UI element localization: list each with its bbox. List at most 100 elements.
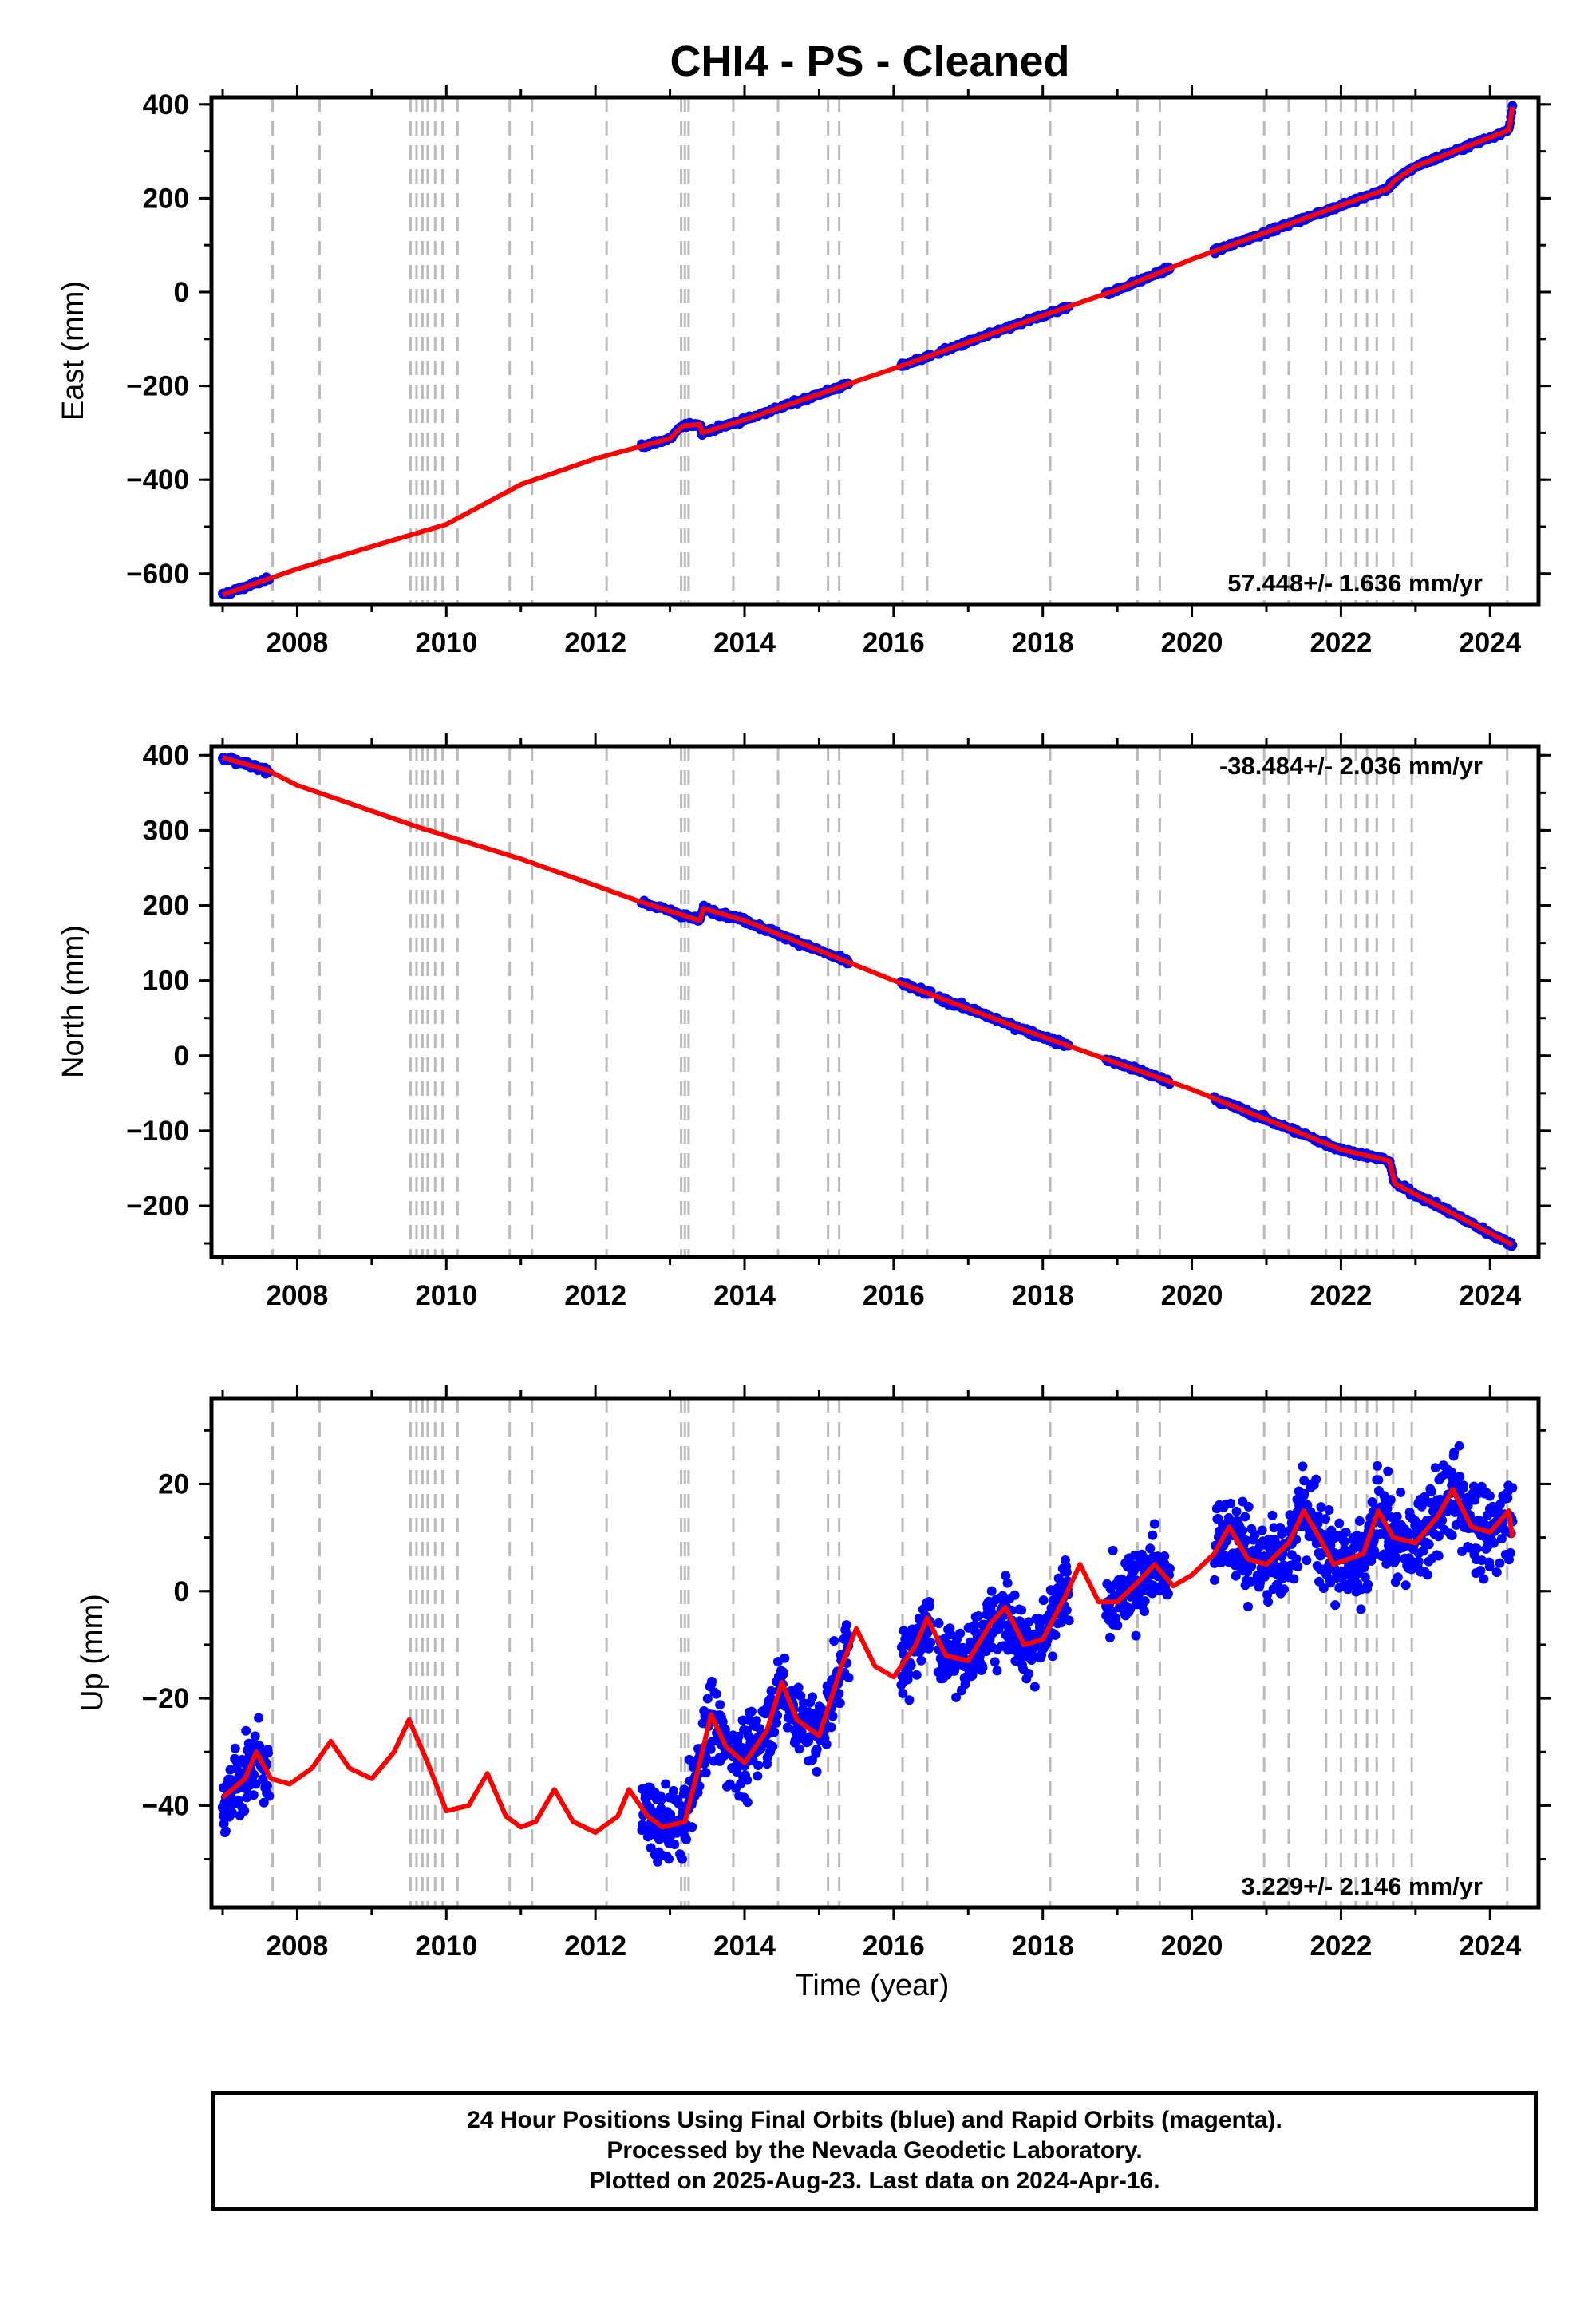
x-tick-label: 2012 bbox=[564, 627, 626, 658]
x-tick-label: 2008 bbox=[267, 1280, 329, 1311]
data-point bbox=[249, 1769, 259, 1780]
x-tick-label: 2016 bbox=[863, 1931, 925, 1962]
data-point bbox=[1108, 1545, 1118, 1555]
y-tick-label: −20 bbox=[142, 1683, 189, 1714]
data-point bbox=[753, 1760, 764, 1770]
data-point bbox=[1476, 1555, 1487, 1566]
data-point bbox=[934, 1618, 944, 1628]
data-point bbox=[1488, 1538, 1499, 1548]
x-tick-label: 2008 bbox=[267, 627, 329, 658]
data-point bbox=[1385, 1495, 1396, 1505]
y-tick-label: −40 bbox=[142, 1790, 189, 1821]
footer-line-2: Processed by the Nevada Geodetic Laborat… bbox=[606, 2137, 1143, 2164]
data-point bbox=[1048, 1651, 1058, 1662]
plot-frame bbox=[209, 744, 1541, 1259]
y-tick-label: 200 bbox=[143, 183, 189, 214]
footer-line-1: 24 Hour Positions Using Final Orbits (bl… bbox=[467, 2107, 1282, 2133]
data-point bbox=[1433, 1551, 1444, 1561]
data-point bbox=[251, 1779, 261, 1789]
data-point bbox=[670, 1840, 680, 1850]
data-point bbox=[1145, 1543, 1156, 1554]
data-point bbox=[248, 1790, 259, 1800]
data-point bbox=[843, 1673, 854, 1683]
y-tick-label: 300 bbox=[143, 815, 189, 846]
data-point bbox=[1356, 1604, 1366, 1614]
data-point bbox=[1403, 1528, 1413, 1538]
data-point bbox=[955, 1628, 966, 1638]
data-point bbox=[1024, 1669, 1034, 1679]
data-point bbox=[911, 1670, 922, 1680]
plot-frame bbox=[209, 1396, 1541, 1910]
data-point bbox=[794, 1744, 804, 1754]
data-point bbox=[1009, 1590, 1020, 1600]
data-point bbox=[1495, 1558, 1505, 1568]
data-point bbox=[1449, 1448, 1460, 1458]
data-point bbox=[828, 1711, 838, 1721]
data-point bbox=[1334, 1518, 1345, 1528]
data-point bbox=[812, 1744, 822, 1754]
data-point bbox=[1061, 1605, 1072, 1615]
data-point bbox=[1226, 1498, 1236, 1508]
data-point bbox=[220, 1826, 231, 1836]
data-point bbox=[1017, 1605, 1027, 1615]
data-point bbox=[1298, 1461, 1308, 1472]
data-point bbox=[1149, 1519, 1159, 1529]
data-point bbox=[1293, 1561, 1303, 1571]
x-tick-label: 2010 bbox=[415, 1931, 477, 1962]
data-point bbox=[1240, 1512, 1250, 1522]
data-point bbox=[1454, 1441, 1464, 1451]
data-point bbox=[834, 1689, 844, 1699]
model-line bbox=[222, 755, 1514, 1247]
data-point bbox=[1369, 1546, 1380, 1556]
x-tick-label: 2016 bbox=[863, 627, 925, 658]
data-point bbox=[1314, 1511, 1324, 1521]
data-point bbox=[733, 1731, 744, 1741]
data-point bbox=[661, 1779, 671, 1789]
data-point bbox=[1372, 1460, 1382, 1471]
data-point bbox=[1147, 1588, 1157, 1599]
y-tick-label: 200 bbox=[143, 891, 189, 922]
rate-annotation: -38.484+/- 2.036 mm/yr bbox=[1219, 752, 1483, 780]
data-point bbox=[772, 1710, 783, 1721]
data-point bbox=[829, 1636, 839, 1646]
y-tick-label: 0 bbox=[174, 1041, 189, 1072]
data-point bbox=[1413, 1556, 1424, 1567]
data-point bbox=[990, 1657, 1000, 1667]
data-point bbox=[1140, 1606, 1150, 1616]
data-point bbox=[898, 1688, 908, 1698]
data-point bbox=[669, 1785, 679, 1796]
data-point bbox=[1479, 1574, 1489, 1584]
rate-annotation: 57.448+/- 1.636 mm/yr bbox=[1227, 569, 1483, 597]
data-point bbox=[1291, 1554, 1302, 1564]
data-point bbox=[701, 1753, 712, 1764]
x-tick-label: 2014 bbox=[713, 1931, 776, 1962]
data-point bbox=[1111, 1613, 1121, 1623]
data-point bbox=[1038, 1595, 1049, 1606]
footer-note: 24 Hour Positions Using Final Orbits (bl… bbox=[211, 2091, 1538, 2211]
x-tick-label: 2010 bbox=[415, 1280, 477, 1311]
data-point bbox=[1231, 1571, 1241, 1581]
data-point bbox=[701, 1768, 711, 1778]
data-point bbox=[926, 1638, 936, 1648]
panel-up: 2008 2010 2012 2014 2016 2018 2020 2022 2024 −40 −… bbox=[76, 1385, 1551, 1962]
data-point bbox=[241, 1725, 251, 1736]
data-point bbox=[793, 1682, 804, 1693]
data-point bbox=[1484, 1491, 1495, 1501]
data-point bbox=[1476, 1566, 1486, 1576]
data-point bbox=[1302, 1555, 1312, 1566]
data-point bbox=[1061, 1567, 1072, 1577]
data-point bbox=[1318, 1583, 1329, 1594]
data-point bbox=[1507, 1483, 1518, 1493]
x-tick-label: 2010 bbox=[415, 627, 477, 658]
y-tick-label: −400 bbox=[126, 464, 189, 496]
data-point bbox=[978, 1661, 988, 1671]
data-point bbox=[1316, 1502, 1326, 1512]
data-point bbox=[1050, 1630, 1061, 1640]
x-tick-label: 2018 bbox=[1012, 1931, 1074, 1962]
data-point bbox=[1455, 1472, 1465, 1482]
data-point bbox=[1341, 1527, 1351, 1537]
panel-north: 2008 2010 2012 2014 2016 2018 2020 2022 2024 −200… bbox=[57, 733, 1551, 1311]
data-point bbox=[974, 1611, 984, 1622]
x-tick-label: 2014 bbox=[713, 627, 776, 658]
